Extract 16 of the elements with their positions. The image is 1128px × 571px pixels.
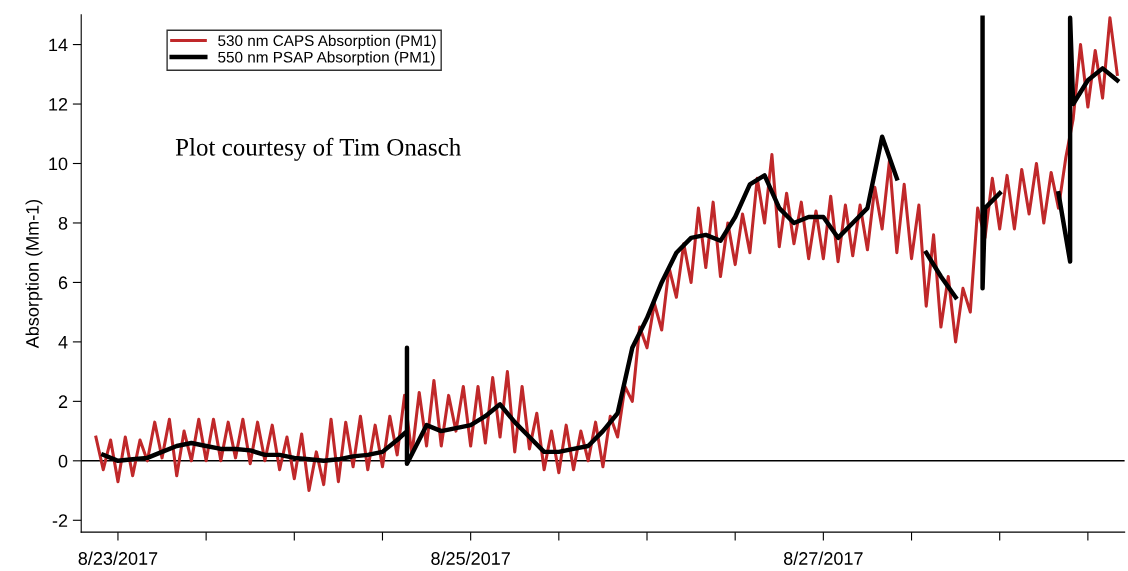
- y-tick-label: 14: [49, 38, 68, 52]
- y-tick-label: 8: [58, 216, 68, 230]
- y-tick-label: 4: [58, 336, 68, 349]
- legend-label: 550 nm PSAP Absorption (PM1): [218, 51, 435, 66]
- y-tick-label: 0: [58, 454, 68, 468]
- y-tick-label: 10: [49, 157, 68, 171]
- annotation: Plot courtesy of Tim Onasch: [175, 137, 461, 161]
- x-tick-label: 8/27/2017: [783, 551, 863, 565]
- x-tick-label: 8/25/2017: [431, 551, 510, 565]
- legend-label: 530 nm CAPS Absorption (PM1): [218, 34, 436, 50]
- y-axis-title: Absorption (Mm-1): [25, 199, 43, 349]
- y-tick-label: -2: [52, 514, 68, 527]
- x-tick-label: 8/23/2017: [78, 551, 158, 565]
- y-tick-label: 6: [58, 276, 68, 290]
- y-tick-label: 2: [58, 395, 68, 408]
- y-tick-label: 12: [49, 97, 68, 111]
